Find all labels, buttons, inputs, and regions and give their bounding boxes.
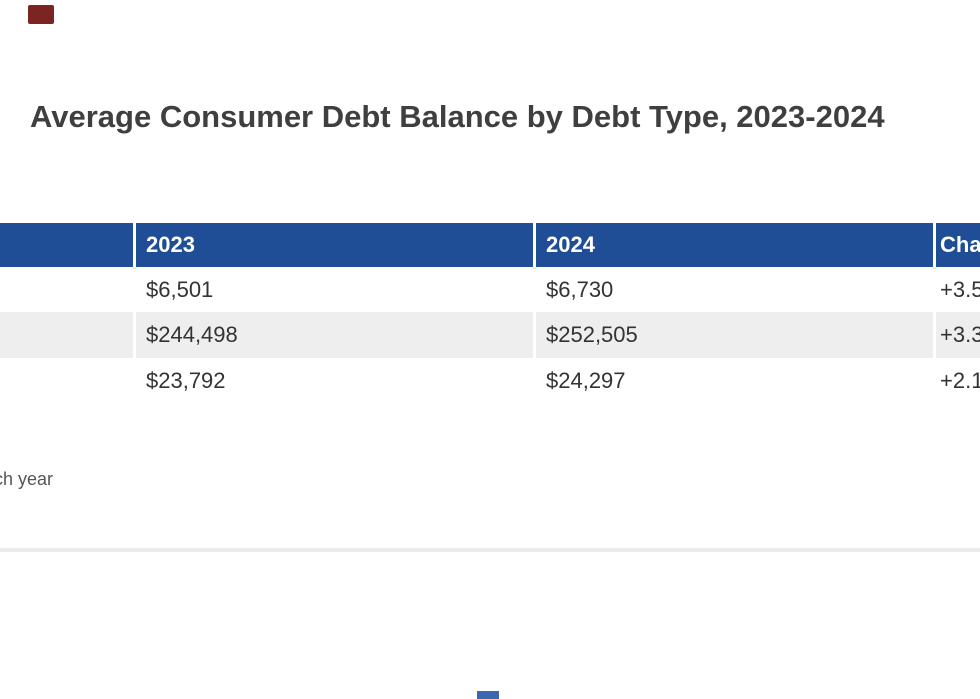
cell-2024-value: $6,730 [536, 267, 933, 312]
cell-label [0, 267, 133, 312]
table-title: Average Consumer Debt Balance by Debt Ty… [30, 99, 885, 134]
footnote-fragment: ch year [0, 469, 54, 489]
cell-2024-value: $252,505 [536, 312, 933, 358]
cell-label [0, 358, 133, 403]
header-cell-debt-type [0, 223, 133, 267]
horizontal-divider [0, 548, 980, 552]
header-cell-change: Change [936, 223, 980, 267]
cell-2023-value: $23,792 [136, 358, 533, 403]
header-cell-2023: 2023 [136, 223, 533, 267]
table-row: $23,792 $24,297 +2.1% [0, 358, 980, 403]
cell-change-value: +2.1% [936, 358, 980, 403]
table-header-row: 2023 2024 Change [0, 223, 980, 267]
cell-2023-value: $244,498 [136, 312, 533, 358]
table-row: $244,498 $252,505 +3.3% [0, 312, 980, 358]
header-cell-2024: 2024 [536, 223, 933, 267]
debt-balance-table: 2023 2024 Change $6,501 $6,730 +3.5% $24… [0, 223, 980, 403]
cell-change-value: +3.5% [936, 267, 980, 312]
cell-2024-value: $24,297 [536, 358, 933, 403]
cell-2023-value: $6,501 [136, 267, 533, 312]
table-row: $6,501 $6,730 +3.5% [0, 267, 980, 312]
cell-change-value: +3.3% [936, 312, 980, 358]
top-left-image-fragment [28, 5, 54, 24]
bottom-image-fragment [477, 691, 499, 699]
cell-label [0, 312, 133, 358]
